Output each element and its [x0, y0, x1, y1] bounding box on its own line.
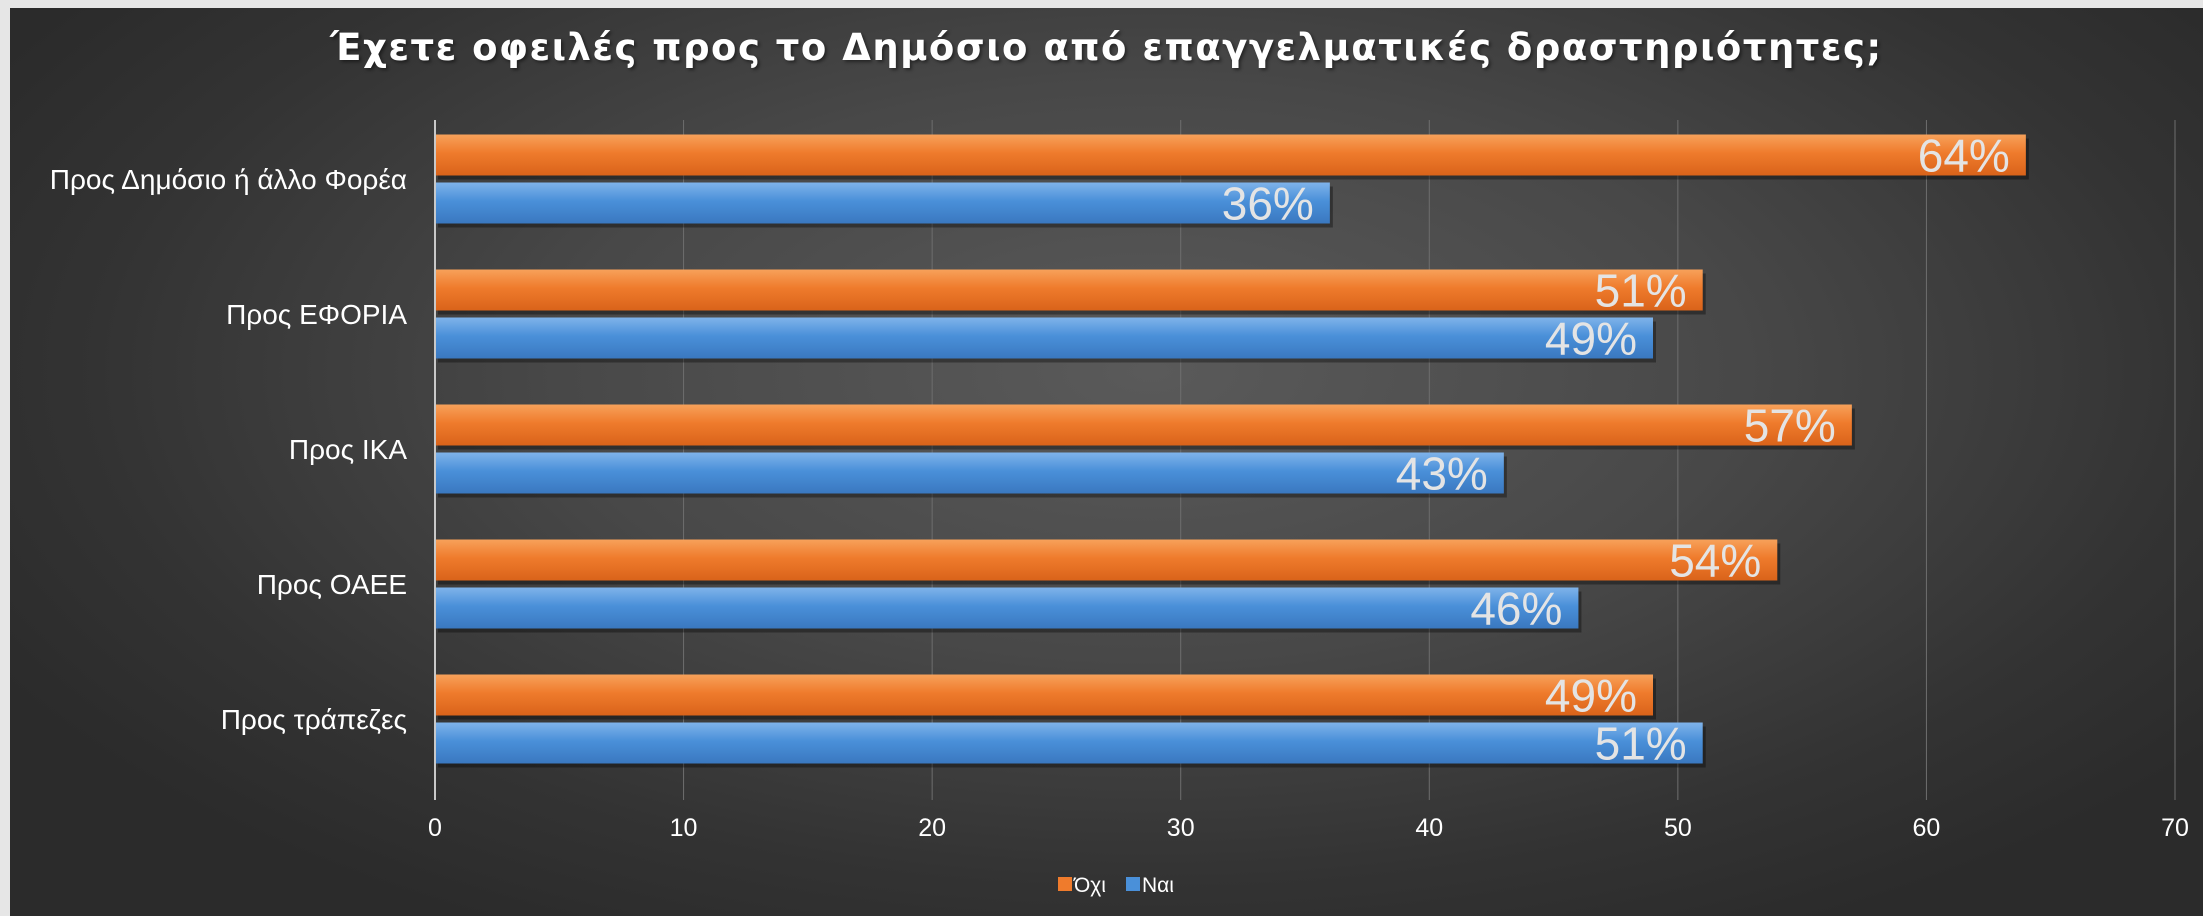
- bar-ochi: [435, 404, 1852, 446]
- bar-nai: [435, 182, 1330, 224]
- chart-title: Έχετε οφειλές προς το Δημόσιο από επαγγε…: [330, 26, 1883, 69]
- x-tick-label: 40: [1415, 814, 1443, 842]
- bar-chart: 64%36%51%49%57%43%54%46%49%51% 0 10 20 30 40…: [50, 120, 2189, 897]
- data-label: 64%: [1918, 130, 2010, 182]
- data-label: 49%: [1545, 670, 1637, 722]
- x-tick-label: 0: [428, 814, 442, 842]
- data-label: 36%: [1222, 178, 1314, 230]
- bar-ochi: [435, 539, 1778, 581]
- chart-frame: Έχετε οφειλές προς το Δημόσιο από επαγγε…: [10, 8, 2203, 916]
- x-tick-label: 60: [1913, 814, 1941, 842]
- data-label: 54%: [1669, 535, 1761, 587]
- x-tick-label: 20: [918, 814, 946, 842]
- category-label: Προς τράπεζες: [221, 704, 407, 735]
- bar-nai: [435, 587, 1579, 629]
- bar-ochi: [435, 269, 1703, 311]
- category-label: Προς ΙΚΑ: [289, 434, 407, 465]
- x-tick-label: 70: [2161, 814, 2189, 842]
- bar-nai: [435, 452, 1504, 494]
- data-label: 43%: [1396, 448, 1488, 500]
- bar-nai: [435, 317, 1653, 359]
- data-label: 49%: [1545, 313, 1637, 365]
- data-label: 57%: [1744, 400, 1836, 452]
- bar-ochi: [435, 674, 1653, 716]
- legend-label: Ναι: [1142, 874, 1174, 897]
- legend-swatch: [1058, 877, 1072, 891]
- data-label: 51%: [1595, 265, 1687, 317]
- x-tick-label: 50: [1664, 814, 1692, 842]
- bar-nai: [435, 722, 1703, 764]
- bar-ochi: [435, 134, 2026, 176]
- x-tick-label: 10: [670, 814, 698, 842]
- legend-label: Όχι: [1073, 874, 1106, 897]
- legend-swatch: [1126, 877, 1140, 891]
- category-label: Προς Δημόσιο ή άλλο Φορέα: [50, 164, 407, 195]
- x-tick-label: 30: [1167, 814, 1195, 842]
- data-label: 46%: [1470, 583, 1562, 635]
- category-label: Προς ΟΑΕΕ: [257, 569, 407, 600]
- data-label: 51%: [1595, 718, 1687, 770]
- category-label: Προς ΕΦΟΡΙΑ: [226, 299, 407, 330]
